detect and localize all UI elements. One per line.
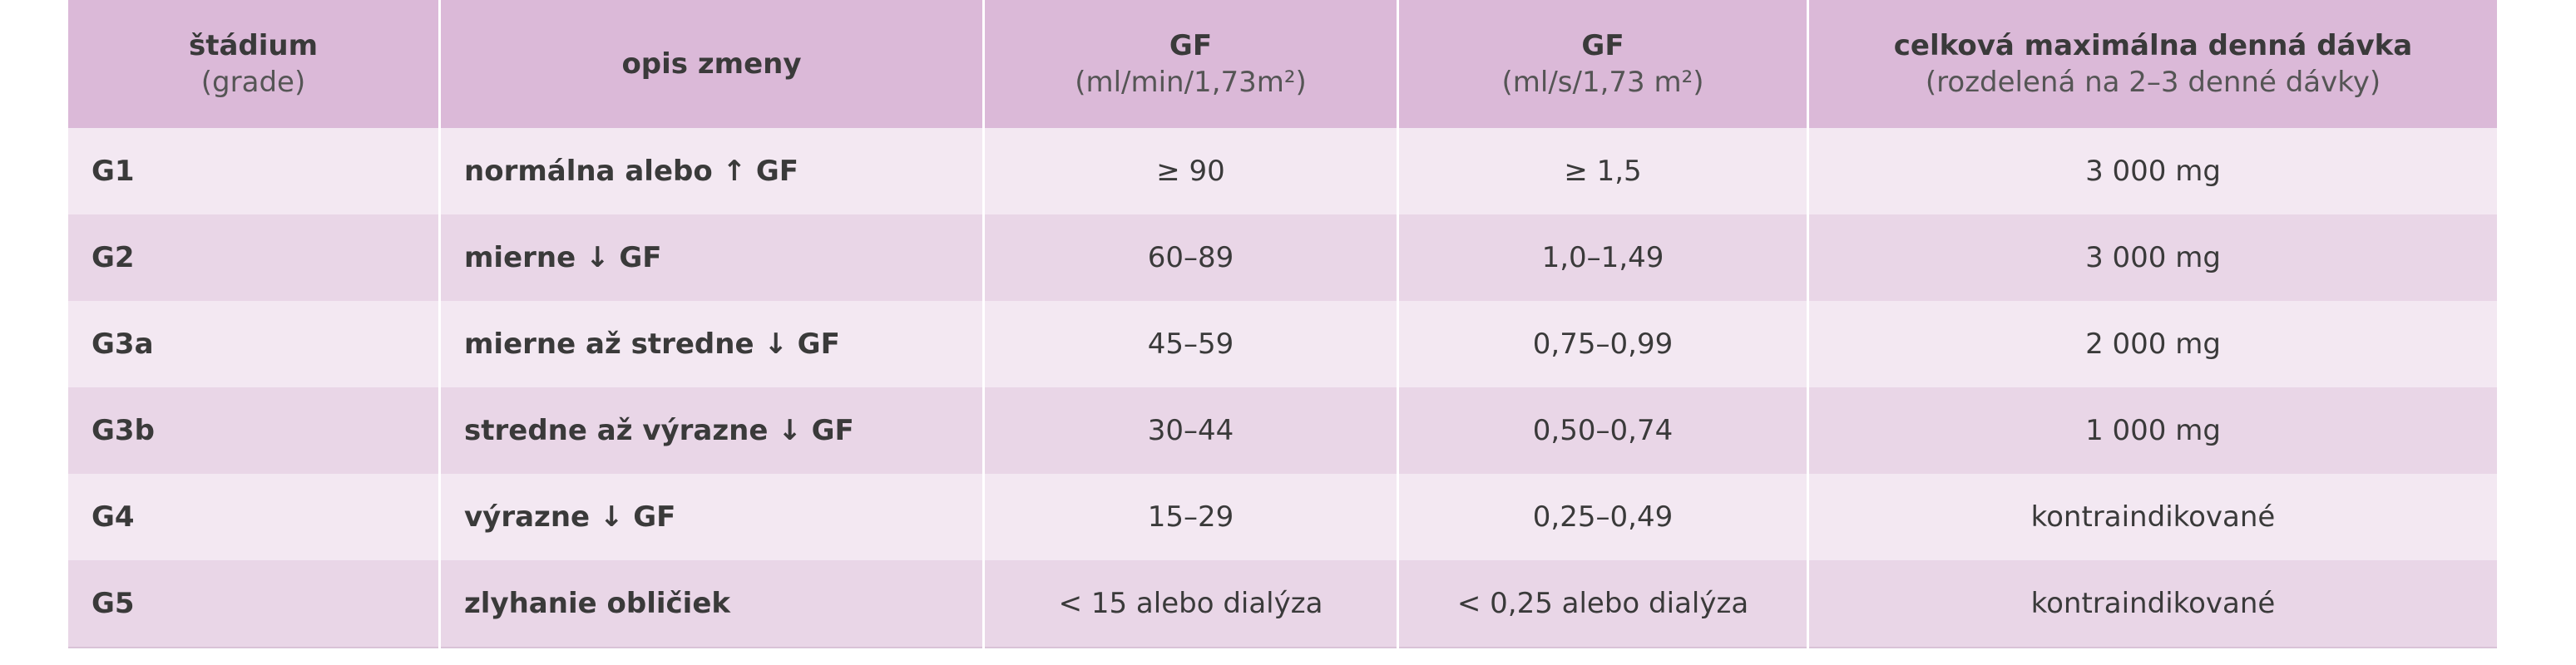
header-title: GF bbox=[1581, 29, 1624, 62]
table-cell: 3 000 mg bbox=[1807, 128, 2499, 214]
table-row: G3a mierne až stredne ↓ GF 45–59 0,75–0,99 2… bbox=[66, 301, 2499, 387]
table-cell: normálna alebo ↑ GF bbox=[438, 128, 985, 214]
header-cell: GF (ml/min/1,73m²) bbox=[982, 0, 1399, 128]
header-subtitle: (grade) bbox=[200, 66, 306, 99]
table-cell: G2 bbox=[66, 214, 441, 301]
table-cell: 0,50–0,74 bbox=[1397, 387, 1809, 474]
table-cell: mierne až stredne ↓ GF bbox=[438, 301, 985, 387]
table-cell: ≥ 90 bbox=[982, 128, 1399, 214]
table-row: G3b stredne až výrazne ↓ GF 30–44 0,50–0,74… bbox=[66, 387, 2499, 474]
table-cell: 0,25–0,49 bbox=[1397, 474, 1809, 560]
table-cell: 60–89 bbox=[982, 214, 1399, 301]
header-cell: GF (ml/s/1,73 m²) bbox=[1397, 0, 1809, 128]
table-cell: ≥ 1,5 bbox=[1397, 128, 1809, 214]
table-cell: 3 000 mg bbox=[1807, 214, 2499, 301]
table-cell: kontraindikované bbox=[1807, 474, 2499, 560]
table-cell: 0,75–0,99 bbox=[1397, 301, 1809, 387]
table-row: G2 mierne ↓ GF 60–89 1,0–1,49 3 000 mg bbox=[66, 214, 2499, 301]
header-title: celková maximálna denná dávka bbox=[1893, 29, 2413, 62]
table-cell: G4 bbox=[66, 474, 441, 560]
header-row: štádium (grade) opis zmeny GF (ml/min/1,73m²… bbox=[66, 0, 2499, 128]
header-cell: celková maximálna denná dávka (rozdelená … bbox=[1807, 0, 2499, 128]
table-cell: G3b bbox=[66, 387, 441, 474]
table-cell: 15–29 bbox=[982, 474, 1399, 560]
table-cell: 45–59 bbox=[982, 301, 1399, 387]
table-cell: 1,0–1,49 bbox=[1397, 214, 1809, 301]
table-cell: mierne ↓ GF bbox=[438, 214, 985, 301]
header-cell: opis zmeny bbox=[438, 0, 985, 128]
header-title: štádium bbox=[188, 29, 319, 62]
table-cell: stredne až výrazne ↓ GF bbox=[438, 387, 985, 474]
table-cell: 30–44 bbox=[982, 387, 1399, 474]
header-subtitle: (ml/s/1,73 m²) bbox=[1501, 66, 1704, 99]
table-cell: 1 000 mg bbox=[1807, 387, 2499, 474]
table-cell: zlyhanie obličiek bbox=[438, 560, 985, 648]
table-row: G5 zlyhanie obličiek < 15 alebo dialýza < 0… bbox=[66, 560, 2499, 648]
table-cell: < 15 alebo dialýza bbox=[982, 560, 1399, 648]
header-subtitle: (ml/min/1,73m²) bbox=[1075, 66, 1307, 99]
header-subtitle: (rozdelená na 2–3 denné dávky) bbox=[1925, 66, 2381, 99]
table-cell: G3a bbox=[66, 301, 441, 387]
header-cell: štádium (grade) bbox=[66, 0, 441, 128]
header-title: opis zmeny bbox=[621, 47, 802, 81]
table-cell: kontraindikované bbox=[1807, 560, 2499, 648]
table-row: G1 normálna alebo ↑ GF ≥ 90 ≥ 1,5 3 000 mg bbox=[66, 128, 2499, 214]
table-cell: 2 000 mg bbox=[1807, 301, 2499, 387]
gf-table: štádium (grade) opis zmeny GF (ml/min/1,73m²… bbox=[66, 0, 2499, 648]
table-cell: G5 bbox=[66, 560, 441, 648]
table-body: G1 normálna alebo ↑ GF ≥ 90 ≥ 1,5 3 000 mg G2… bbox=[66, 128, 2499, 648]
table-cell: < 0,25 alebo dialýza bbox=[1397, 560, 1809, 648]
table-cell: G1 bbox=[66, 128, 441, 214]
header-title: GF bbox=[1169, 29, 1213, 62]
table-row: G4 výrazne ↓ GF 15–29 0,25–0,49 kontraindiko… bbox=[66, 474, 2499, 560]
table-cell: výrazne ↓ GF bbox=[438, 474, 985, 560]
